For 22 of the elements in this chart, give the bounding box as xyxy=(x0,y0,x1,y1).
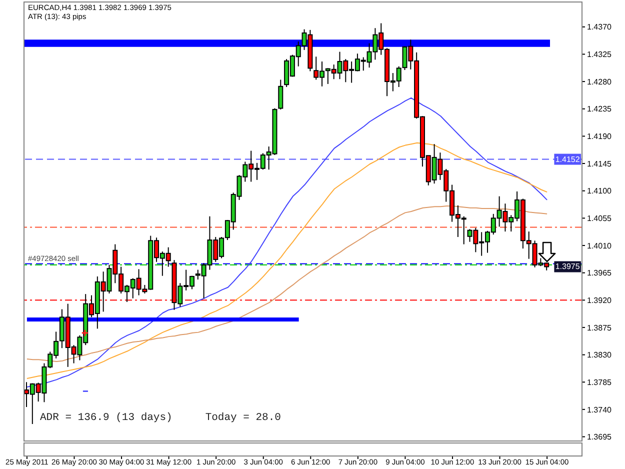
y-tick-label: 1.3965 xyxy=(587,268,612,278)
y-tick-label: 1.4280 xyxy=(587,77,612,86)
annotation: 1.4152 xyxy=(555,154,580,164)
y-tick-label: 1.3920 xyxy=(587,296,612,305)
y-tick-label: 1.4325 xyxy=(587,50,612,60)
y-tick-label: 1.3875 xyxy=(587,323,612,332)
line-series xyxy=(26,142,548,379)
y-tick-label: 1.4010 xyxy=(587,241,612,250)
y-tick-label: 1.3830 xyxy=(587,350,612,360)
candlestick xyxy=(278,79,284,110)
y-tick-label: 1.3740 xyxy=(587,405,612,414)
y-tick-label: 1.4100 xyxy=(587,186,612,196)
y-tick-label: 1.4145 xyxy=(587,159,612,168)
y-tick-label: 1.3785 xyxy=(587,378,612,387)
y-tick-label: 1.3695 xyxy=(587,432,612,442)
annotation: 1.3975 xyxy=(555,262,580,272)
y-tick-label: 1.4370 xyxy=(587,22,612,32)
y-tick-label: 1.4235 xyxy=(587,104,612,114)
annotation: ADR = 136.9 (13 days) xyxy=(40,412,172,424)
y-tick-label: 1.4055 xyxy=(587,214,612,223)
y-tick-label: 1.4190 xyxy=(587,132,612,142)
annotation: Today = 28.0 xyxy=(205,412,281,424)
